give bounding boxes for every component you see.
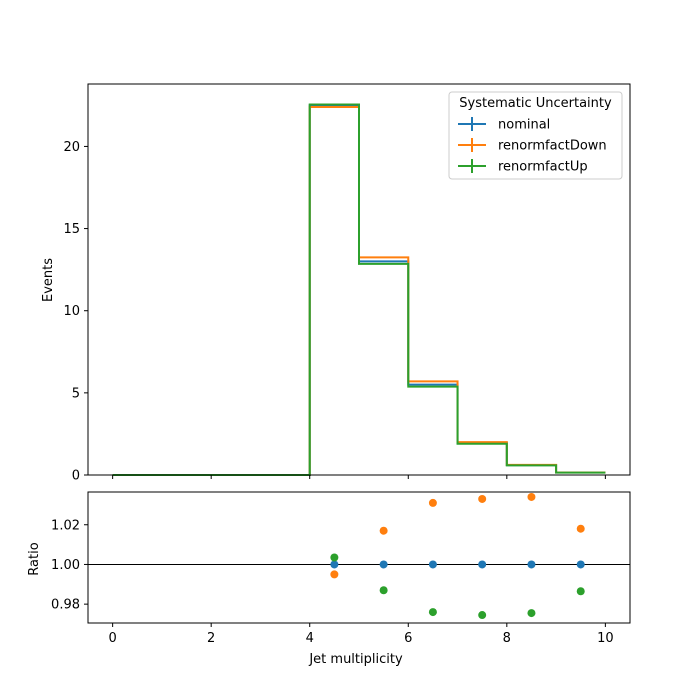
- main-y-tick-label: 10: [63, 304, 80, 319]
- main-y-tick-label: 0: [72, 469, 80, 484]
- ratio-panel: 0 2 4 6 8 10 0.98 1.00 1.02 Ratio Jet multiplic…: [27, 491, 631, 667]
- ratio-point-renormfactUp: [478, 611, 487, 620]
- ratio-x-tick-label: 8: [503, 631, 511, 646]
- legend-entries: nominal renormfactDown renormfactUp: [458, 117, 607, 175]
- ratio-point-nominal: [527, 560, 536, 569]
- ratio-point-renormfactDown: [576, 524, 585, 533]
- ratio-point-renormfactDown: [478, 494, 487, 503]
- ratio-x-tick-label: 6: [404, 631, 412, 646]
- ratio-y-tick-label: 0.98: [51, 598, 80, 613]
- ratio-y-tick-label: 1.02: [51, 518, 80, 533]
- main-panel: 0 5 10 15 20 Events: [41, 83, 631, 484]
- main-y-axis-label: Events: [41, 258, 56, 302]
- ratio-plot-frame: [87, 491, 631, 624]
- ratio-point-renormfactUp: [330, 553, 339, 562]
- ratio-points-group: [330, 492, 585, 620]
- main-plot-frame: [87, 83, 631, 476]
- ratio-x-tick-label: 0: [108, 631, 116, 646]
- ratio-point-renormfactDown: [428, 498, 437, 507]
- ratio-point-renormfactDown: [527, 492, 536, 501]
- main-y-tick-label: 5: [72, 386, 80, 401]
- ratio-point-nominal: [428, 560, 437, 569]
- main-x-ticks: [112, 475, 606, 479]
- legend-label: nominal: [498, 118, 550, 133]
- main-y-tick-label: 15: [63, 222, 80, 237]
- ratio-x-tick-label: 10: [597, 631, 614, 646]
- ratio-x-ticks: 0 2 4 6 8 10: [108, 623, 614, 646]
- legend-label: renormfactDown: [498, 139, 607, 154]
- main-y-ticks: 0 5 10 15 20: [63, 140, 88, 484]
- ratio-y-ticks: 0.98 1.00 1.02: [51, 518, 88, 613]
- ratio-point-renormfactUp: [527, 609, 536, 618]
- legend-title: Systematic Uncertainty: [459, 96, 612, 111]
- ratio-point-renormfactUp: [576, 587, 585, 596]
- ratio-x-tick-label: 4: [306, 631, 314, 646]
- ratio-y-tick-label: 1.00: [51, 558, 80, 573]
- ratio-point-renormfactUp: [428, 608, 437, 617]
- x-axis-label: Jet multiplicity: [308, 652, 403, 667]
- legend-label: renormfactUp: [498, 160, 588, 175]
- ratio-point-renormfactDown: [379, 526, 388, 535]
- ratio-point-nominal: [576, 560, 585, 569]
- ratio-x-tick-label: 2: [207, 631, 215, 646]
- main-y-tick-label: 20: [63, 140, 80, 155]
- legend-entry-renormfactDown: renormfactDown: [458, 138, 607, 154]
- legend: Systematic Uncertainty nominal renormfact…: [448, 91, 623, 180]
- ratio-y-axis-label: Ratio: [27, 542, 42, 575]
- legend-entry-renormfactUp: renormfactUp: [458, 159, 588, 175]
- legend-box: [448, 91, 623, 180]
- legend-entry-nominal: nominal: [458, 117, 550, 133]
- ratio-point-nominal: [379, 560, 388, 569]
- ratio-point-nominal: [330, 560, 339, 569]
- ratio-point-nominal: [478, 560, 487, 569]
- ratio-point-renormfactDown: [330, 570, 339, 579]
- ratio-point-renormfactUp: [379, 586, 388, 595]
